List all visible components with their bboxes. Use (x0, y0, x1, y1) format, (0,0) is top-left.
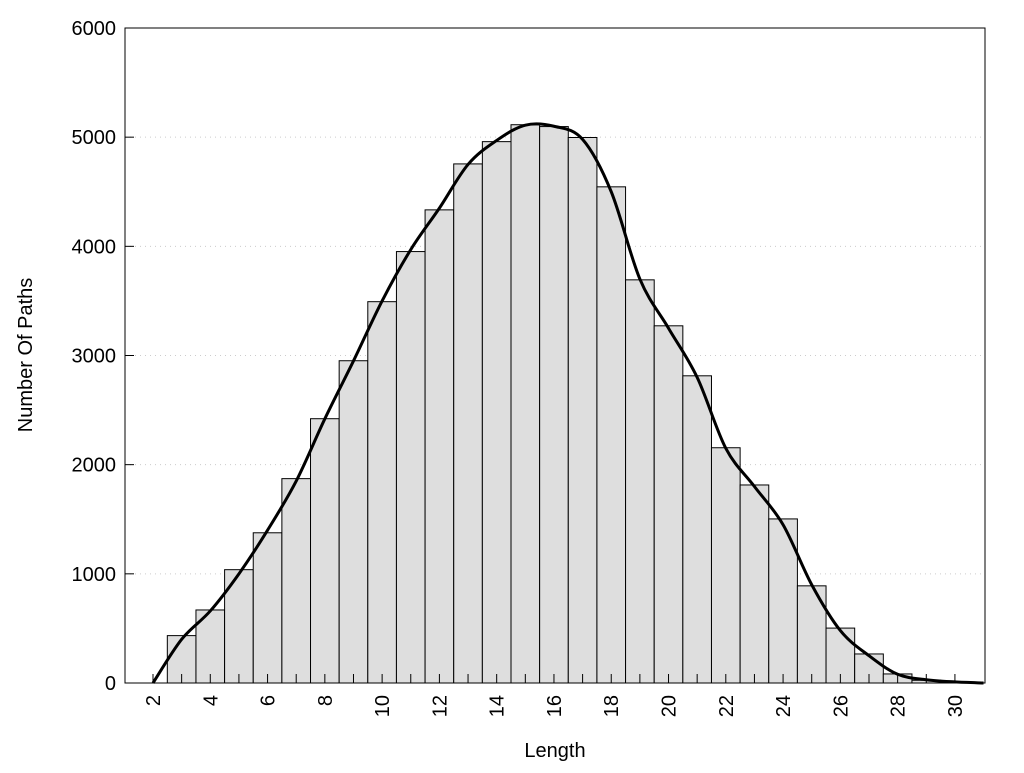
x-tick-label: 8 (315, 695, 337, 706)
bar (596, 186, 627, 684)
x-tick-label: 28 (888, 695, 910, 717)
bar (539, 126, 569, 684)
x-tick-label: 6 (258, 695, 280, 706)
x-tick-label: 14 (487, 695, 509, 717)
x-axis: 2 4 6 8 10 12 14 16 18 20 22 24 26 28 30 (143, 674, 967, 717)
x-tick-label: 24 (773, 695, 795, 717)
bar (739, 484, 770, 684)
y-tick-label: 4000 (72, 236, 117, 258)
bar (625, 279, 655, 684)
y-tick-label: 2000 (72, 455, 117, 477)
x-tick-label: 26 (830, 695, 852, 717)
y-tick-label: 0 (105, 673, 116, 695)
bar (567, 136, 598, 684)
bar (825, 627, 856, 684)
bar (338, 360, 369, 684)
x-tick-label: 16 (544, 695, 566, 717)
x-tick-label: 30 (945, 695, 967, 717)
bar (310, 418, 340, 684)
bar (395, 251, 426, 684)
bar (367, 301, 397, 684)
x-tick-label: 12 (429, 695, 451, 717)
x-tick-label: 10 (372, 695, 394, 717)
smoothed-curve (151, 122, 984, 685)
bar (710, 447, 741, 684)
bar (510, 124, 541, 684)
bar (682, 375, 712, 684)
bars (166, 124, 970, 684)
x-tick-label: 20 (659, 695, 681, 717)
y-tick-label: 5000 (72, 127, 117, 149)
y-tick-label: 3000 (72, 346, 117, 368)
x-tick-label: 18 (601, 695, 623, 717)
bar (281, 478, 312, 684)
y-axis: 0 1000 2000 3000 4000 5000 6000 (72, 18, 134, 695)
x-axis-label: Length (524, 740, 585, 762)
x-tick-label: 22 (716, 695, 738, 717)
y-axis-label: Number Of Paths (15, 278, 37, 433)
bar (252, 532, 283, 684)
y-tick-label: 6000 (72, 18, 117, 40)
bar (481, 141, 512, 684)
y-tick-label: 1000 (72, 564, 117, 586)
bar (653, 325, 684, 684)
bar (453, 163, 483, 684)
x-tick-label: 4 (200, 695, 222, 706)
bar (424, 209, 455, 684)
x-tick-label: 2 (143, 695, 165, 706)
